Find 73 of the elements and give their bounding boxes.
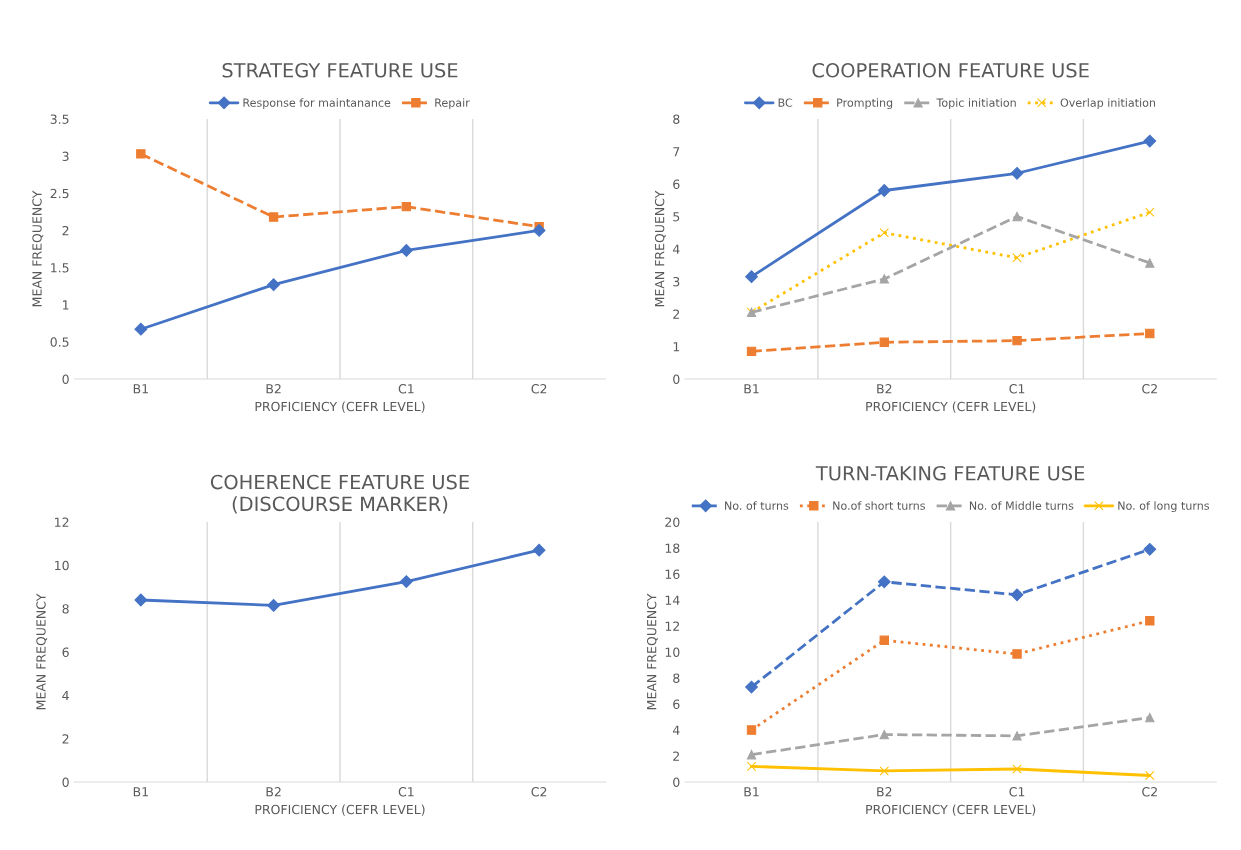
chart-title: TURN-TAKING FEATURE USE: [815, 465, 1085, 481]
y-tick-label: 4: [672, 244, 680, 254]
x-tick-label: C2: [1142, 384, 1157, 394]
y-tick-label: 0: [673, 374, 680, 384]
y-tick-label: 18: [665, 543, 680, 553]
legend-label: Topic initiation: [936, 98, 1016, 109]
y-tick-label: 2.5: [50, 188, 69, 199]
y-tick-label: 0: [62, 374, 69, 384]
x-tick-label: B2: [266, 787, 281, 797]
y-tick-label: 2: [673, 751, 680, 761]
legend-label: No.of short turns: [833, 501, 925, 510]
y-tick-label: 6: [673, 699, 680, 709]
x-axis-title: PROFICIENCY (CEFR LEVEL): [255, 401, 425, 413]
y-tick-label: 8: [673, 114, 680, 124]
y-tick-label: 8: [673, 673, 680, 683]
y-tick-label: 1: [673, 342, 680, 352]
x-tick-label: C2: [1142, 787, 1157, 797]
x-tick-label: B2: [877, 384, 892, 394]
y-tick-label: 5: [673, 212, 680, 222]
y-tick-label: 2: [673, 309, 680, 319]
legend-label: No. of long turns: [1118, 501, 1210, 512]
y-tick-label: 6: [673, 179, 680, 189]
x-tick-label: B1: [133, 384, 148, 394]
x-tick-label: C1: [398, 384, 414, 394]
y-tick-label: 14: [665, 595, 680, 605]
x-tick-label: C1: [1009, 384, 1025, 394]
y-tick-label: 16: [665, 569, 680, 579]
y-axis-title: MEAN FREQUENCY: [32, 190, 44, 307]
y-tick-label: 0: [62, 777, 69, 787]
chart-title: STRATEGY FEATURE USE: [222, 62, 458, 78]
y-tick-label: 3.5: [50, 114, 69, 124]
x-axis-title: PROFICIENCY (CEFR LEVEL): [255, 804, 425, 816]
y-tick-label: 1.5: [51, 263, 69, 273]
y-tick-label: 0.5: [50, 337, 69, 347]
y-tick-label: 6: [62, 647, 69, 657]
x-tick-label: B2: [266, 384, 281, 394]
legend-label: BC: [778, 98, 793, 107]
legend-label: No. of turns: [725, 501, 789, 510]
chart-title: COHERENCE FEATURE USE (DISCOURSE MARKER): [210, 474, 469, 514]
legend-label: Response for maintanance: [243, 98, 391, 109]
x-tick-label: C2: [531, 384, 547, 394]
y-tick-label: 2: [62, 734, 69, 744]
x-tick-label: B2: [877, 787, 892, 797]
y-tick-label: 10: [665, 647, 680, 657]
x-tick-label: C1: [398, 787, 414, 797]
legend-label: Repair: [435, 98, 470, 109]
y-tick-label: 12: [55, 517, 69, 527]
y-tick-label: 3: [62, 151, 69, 162]
y-tick-label: 4: [62, 690, 69, 701]
y-tick-label: 3: [673, 276, 680, 287]
y-axis-title: MEAN FREQUENCY: [36, 593, 48, 710]
y-tick-label: 12: [665, 621, 680, 631]
y-tick-label: 8: [62, 604, 69, 614]
x-tick-label: B1: [744, 787, 759, 797]
legend-label: Prompting: [837, 98, 893, 109]
y-tick-label: 1: [63, 300, 69, 310]
y-tick-label: 0: [673, 777, 680, 787]
y-tick-label: 4: [672, 725, 680, 735]
chart-title: COOPERATION FEATURE USE: [812, 62, 1089, 78]
y-tick-label: 20: [665, 517, 680, 527]
x-axis-title: PROFICIENCY (CEFR LEVEL): [866, 804, 1036, 816]
x-tick-label: C1: [1009, 787, 1025, 797]
y-axis-title: MEAN FREQUENCY: [646, 593, 658, 710]
x-axis-title: PROFICIENCY (CEFR LEVEL): [866, 401, 1036, 413]
y-tick-label: 7: [673, 147, 680, 157]
y-tick-label: 10: [55, 560, 69, 571]
x-tick-label: B1: [133, 787, 148, 797]
legend-label: No. of Middle turns: [969, 501, 1074, 510]
legend-label: Overlap initiation: [1060, 98, 1156, 109]
x-tick-label: B1: [744, 384, 759, 394]
y-axis-title: MEAN FREQUENCY: [654, 190, 666, 307]
y-tick-label: 2: [62, 225, 69, 236]
x-tick-label: C2: [531, 787, 547, 797]
